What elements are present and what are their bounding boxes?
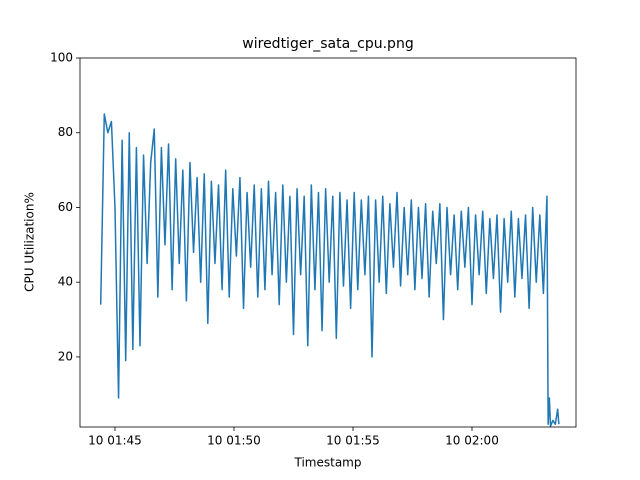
x-tick-label: 10 02:00 [445, 434, 499, 448]
data-line [99, 113, 560, 427]
y-axis-label: CPU Utilization% [23, 192, 37, 292]
plot-frame [79, 57, 577, 428]
y-tick-label: 80 [58, 125, 73, 139]
x-axis-label: Timestamp [294, 456, 362, 470]
x-tick-label: 10 01:45 [88, 434, 142, 448]
y-tick-label: 40 [58, 275, 73, 289]
y-tick-label: 20 [58, 349, 73, 363]
x-tick-label: 10 01:50 [207, 434, 261, 448]
y-tick-label: 60 [58, 200, 73, 214]
x-tick-label: 10 01:55 [326, 434, 380, 448]
y-tick-label: 100 [50, 51, 73, 65]
chart-title: wiredtiger_sata_cpu.png [242, 36, 413, 52]
